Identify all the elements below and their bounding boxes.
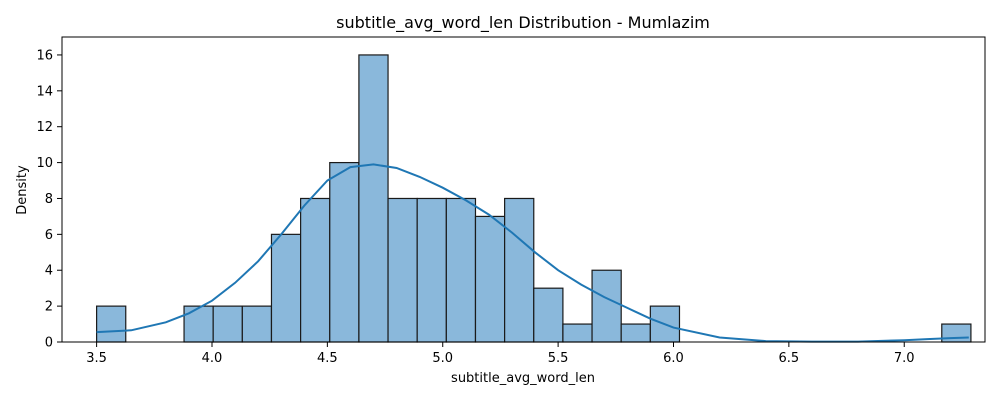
- histogram-bar: [183, 305, 214, 343]
- histogram-bar: [562, 323, 593, 343]
- histogram-bar: [212, 305, 243, 343]
- y-tick-label: 12: [36, 120, 53, 135]
- y-tick-label: 0: [45, 336, 53, 351]
- histogram-bar: [533, 287, 564, 343]
- x-tick-label: 4.5: [317, 351, 338, 366]
- x-tick-label: 4.0: [202, 351, 223, 366]
- histogram-bar: [241, 305, 273, 343]
- x-tick-label: 5.0: [432, 351, 453, 366]
- bars-group: [96, 54, 972, 343]
- y-tick-label: 14: [36, 84, 53, 99]
- y-tick-label: 16: [36, 48, 53, 63]
- x-axis: 3.5 4.0 4.5 5.0 5.5 6.0 6.5 7.0: [86, 342, 915, 366]
- histogram-bar: [416, 197, 447, 343]
- x-tick-label: 7.0: [894, 351, 915, 366]
- histogram-bar: [504, 197, 535, 343]
- y-tick-label: 10: [36, 156, 53, 171]
- y-axis-label: Density: [15, 165, 30, 215]
- x-tick-label: 6.0: [663, 351, 684, 366]
- x-axis-label: subtitle_avg_word_len: [451, 371, 595, 386]
- chart-title: subtitle_avg_word_len Distribution - Mum…: [336, 13, 710, 33]
- histogram-bar: [387, 197, 418, 343]
- x-tick-label: 5.5: [548, 351, 569, 366]
- histogram-bar: [329, 161, 360, 343]
- histogram-bar: [300, 197, 331, 343]
- kde-curve: [96, 163, 969, 343]
- y-tick-label: 8: [45, 192, 53, 207]
- histogram-bar: [474, 215, 506, 343]
- histogram-bar: [445, 197, 477, 343]
- y-axis: 0 2 4 6 8 10 12 14 16: [36, 48, 62, 351]
- x-tick-label: 6.5: [779, 351, 800, 366]
- histogram-bar: [620, 323, 651, 343]
- histogram-bar: [358, 54, 389, 343]
- y-tick-label: 4: [45, 264, 53, 279]
- y-tick-label: 2: [45, 300, 53, 315]
- histogram-bar: [96, 305, 127, 343]
- histogram-bar: [270, 233, 302, 343]
- histogram-bar: [941, 323, 972, 343]
- x-tick-label: 3.5: [86, 351, 107, 366]
- y-tick-label: 6: [45, 228, 53, 243]
- histogram-bar: [591, 269, 622, 343]
- plot-frame: [61, 36, 986, 343]
